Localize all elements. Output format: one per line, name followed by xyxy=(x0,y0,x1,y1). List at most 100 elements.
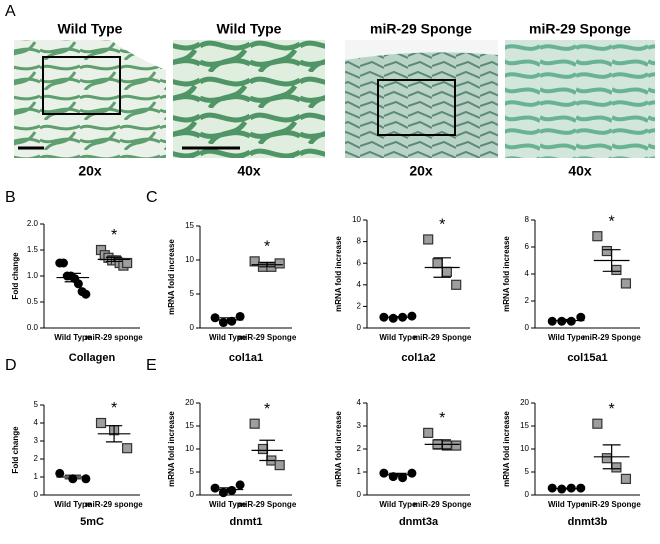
data-point xyxy=(210,483,220,493)
data-point xyxy=(398,473,408,483)
y-tick-label: 6 xyxy=(525,242,530,251)
x-axis-label: col1a2 xyxy=(401,352,435,364)
y-axis-label: mRNA fold increase xyxy=(502,411,511,487)
significance: * xyxy=(609,401,615,418)
data-point xyxy=(227,485,237,495)
data-point xyxy=(601,453,612,464)
y-tick-label: 10 xyxy=(185,444,194,453)
data-point xyxy=(407,311,417,321)
x-tick-label: Wild Type xyxy=(379,500,417,509)
y-tick-label: 2 xyxy=(357,302,362,311)
y-tick-label: 0 xyxy=(525,323,530,332)
data-point xyxy=(249,256,260,267)
x-axis-label: 5mC xyxy=(80,516,104,528)
error-bar xyxy=(219,487,236,492)
x-tick-label: Wild Type xyxy=(548,333,586,342)
x-axis-label: col1a1 xyxy=(229,352,263,364)
data-point xyxy=(441,266,452,277)
significance: * xyxy=(111,227,117,244)
x-tick-label: miR-29 sponge xyxy=(85,500,143,509)
y-tick-label: 0 xyxy=(34,490,39,499)
error-bar xyxy=(259,262,275,268)
y-tick-label: 1.5 xyxy=(27,245,39,254)
y-tick-label: 0.5 xyxy=(27,297,39,306)
x-tick-label: Wild Type xyxy=(209,500,247,509)
x-tick-label: miR-29 Sponge xyxy=(583,500,642,509)
zoom-box xyxy=(377,79,456,136)
image-title: miR-29 Sponge xyxy=(370,21,472,37)
data-point xyxy=(249,418,260,429)
data-point xyxy=(451,440,462,451)
y-tick-label: 20 xyxy=(185,398,194,407)
data-point xyxy=(274,258,285,269)
x-tick-label: miR-29 sponge xyxy=(85,333,143,342)
data-point xyxy=(407,468,417,478)
y-tick-label: 10 xyxy=(520,444,529,453)
y-tick-label: 15 xyxy=(185,421,194,430)
magnification: 20x xyxy=(409,163,433,179)
y-tick-label: 5 xyxy=(190,467,195,476)
y-tick-label: 0 xyxy=(525,490,530,499)
data-point xyxy=(611,264,622,276)
y-tick-label: 3 xyxy=(357,421,362,430)
image-title: Wild Type xyxy=(58,21,123,37)
y-tick-label: 0.0 xyxy=(27,323,39,332)
error-bar xyxy=(389,316,407,319)
error-bar xyxy=(105,256,123,263)
y-tick-label: 4 xyxy=(525,269,530,278)
magnification: 40x xyxy=(237,163,261,179)
x-tick-label: miR-29 Sponge xyxy=(413,500,472,509)
data-point xyxy=(218,488,228,498)
x-tick-label: miR-29 Sponge xyxy=(413,333,472,342)
image-title: miR-29 Sponge xyxy=(529,21,631,37)
data-point xyxy=(592,231,603,242)
significance: * xyxy=(264,239,270,256)
x-tick-label: Wild Type xyxy=(548,500,586,509)
x-tick-label: Wild Type xyxy=(209,333,247,342)
y-tick-label: 2 xyxy=(34,454,39,463)
y-tick-label: 2.0 xyxy=(27,219,39,228)
y-tick-label: 1 xyxy=(357,467,362,476)
x-axis-label: dnmt1 xyxy=(230,516,263,528)
x-axis-label: dnmt3a xyxy=(399,516,439,528)
x-tick-label: Wild Type xyxy=(379,333,417,342)
data-point xyxy=(547,316,557,326)
y-tick-label: 5 xyxy=(34,400,39,409)
data-point xyxy=(55,468,65,478)
y-tick-label: 3 xyxy=(34,436,39,445)
data-point xyxy=(451,279,462,290)
data-point xyxy=(81,474,91,484)
error-bar xyxy=(557,318,576,323)
x-tick-label: miR-29 Sponge xyxy=(583,333,642,342)
data-point xyxy=(210,313,220,323)
panel-label: E xyxy=(146,357,157,374)
background xyxy=(345,40,498,60)
x-axis-label: col15a1 xyxy=(567,352,607,364)
data-point xyxy=(611,462,622,473)
histology-image xyxy=(505,40,655,158)
data-point xyxy=(257,443,269,455)
data-point xyxy=(423,234,434,245)
y-tick-label: 4 xyxy=(357,280,362,289)
data-point xyxy=(122,443,133,454)
background xyxy=(110,40,166,70)
magnification: 40x xyxy=(568,163,592,179)
data-point xyxy=(73,279,83,289)
y-tick-label: 6 xyxy=(357,258,362,267)
y-axis-label: Fold change xyxy=(11,426,20,474)
data-point xyxy=(58,258,68,268)
significance: * xyxy=(439,410,445,427)
y-tick-label: 15 xyxy=(185,221,194,230)
error-bar xyxy=(602,249,621,272)
histology-image xyxy=(173,40,325,158)
magnification: 20x xyxy=(78,163,102,179)
histology-image xyxy=(345,40,498,158)
data-point xyxy=(432,258,443,269)
y-tick-label: 0 xyxy=(190,323,195,332)
y-tick-label: 5 xyxy=(525,467,530,476)
y-tick-label: 4 xyxy=(34,418,39,427)
error-bar xyxy=(433,257,451,278)
y-tick-label: 0 xyxy=(190,490,195,499)
data-point xyxy=(235,311,245,321)
